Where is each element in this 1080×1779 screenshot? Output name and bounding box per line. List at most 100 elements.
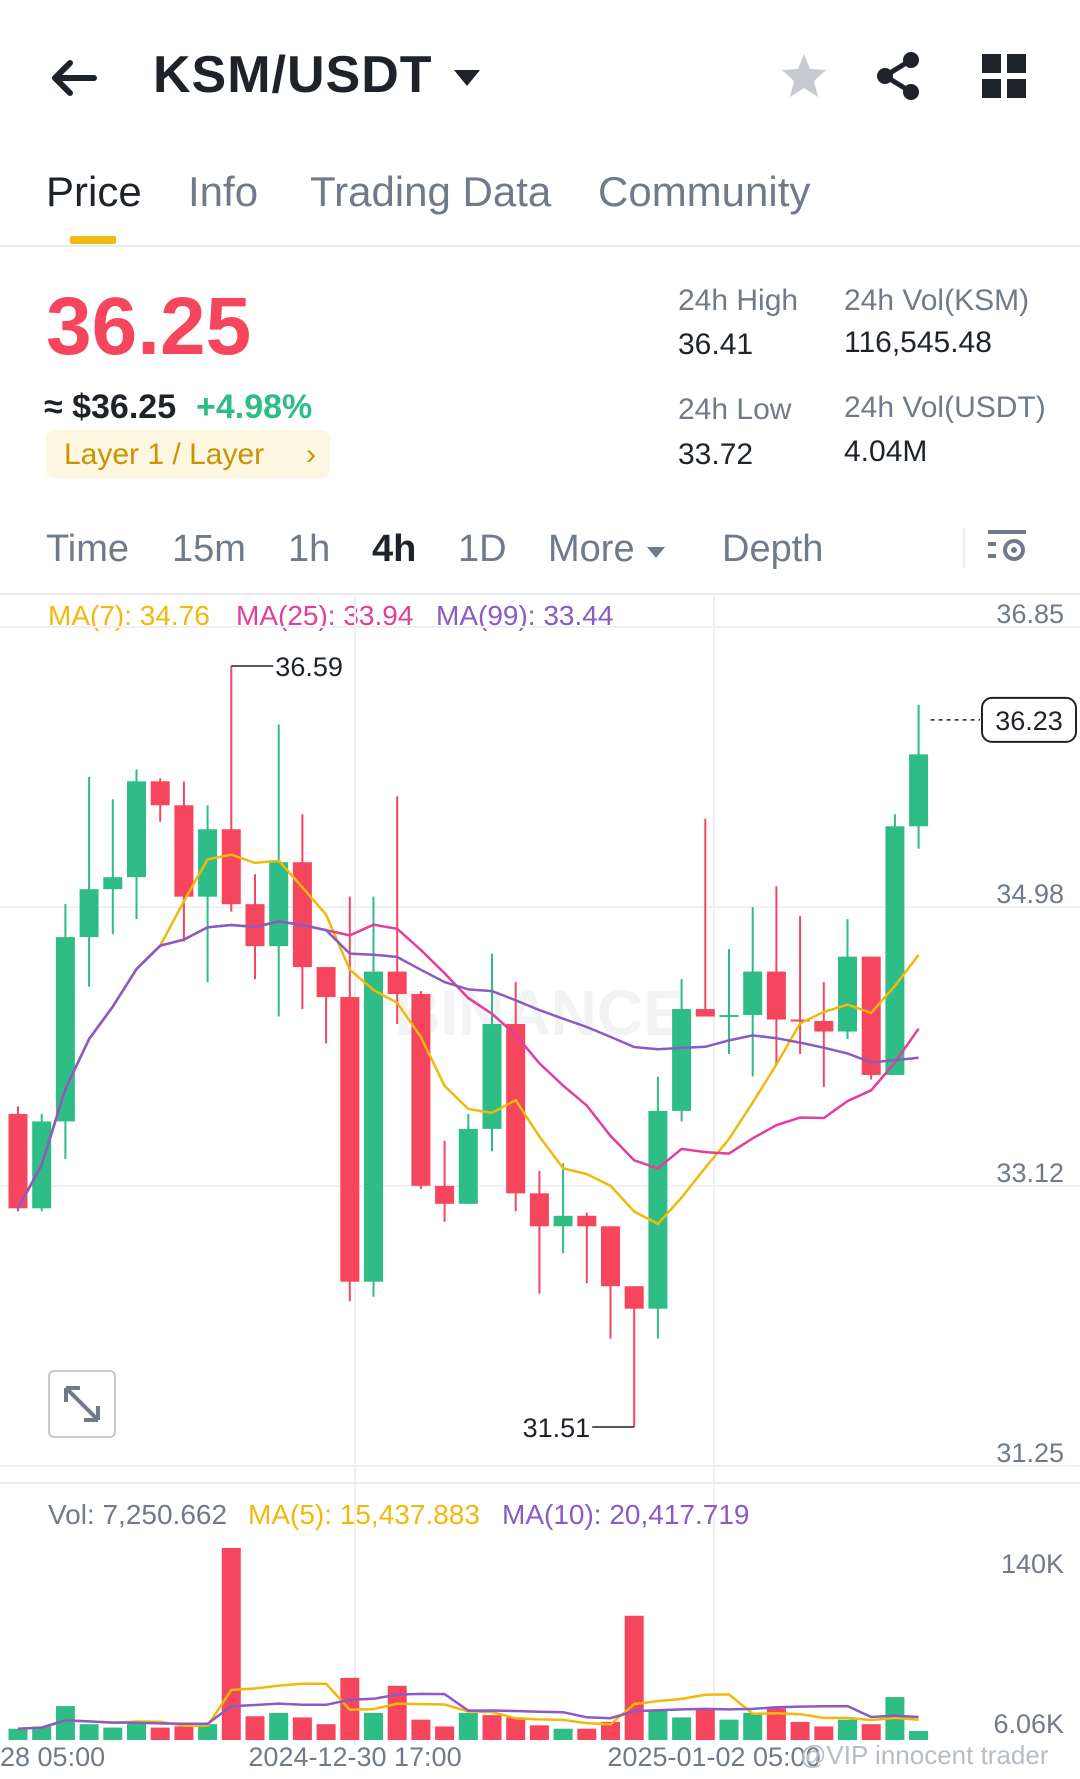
candle-up (364, 971, 383, 1282)
volume-bar-down (387, 1685, 407, 1740)
interval-4h[interactable]: 4h (372, 528, 417, 570)
volume-bar-down (174, 1726, 194, 1740)
candle-down (861, 956, 881, 1075)
volume-bar-down (411, 1719, 431, 1740)
candle-up (672, 1009, 692, 1111)
candle-down (292, 862, 312, 968)
category-tag[interactable]: Layer 1 / Layer › (46, 430, 330, 478)
grid-menu-icon[interactable] (976, 48, 1032, 104)
tab-info[interactable]: Info (188, 168, 259, 215)
candle-down (435, 1185, 455, 1204)
candle-down (316, 967, 336, 998)
category-tag-label: Layer 1 / Layer (64, 438, 265, 471)
volume-bar-up (553, 1728, 573, 1740)
volume-bar-up (127, 1723, 146, 1740)
volume-bar-down (316, 1724, 336, 1740)
interval-more[interactable]: More (548, 528, 667, 571)
volume-bar-up (648, 1710, 668, 1740)
tab-bar: Price Info Trading Data Community (0, 150, 1080, 247)
candle-up (103, 877, 123, 890)
volume-bar-down (482, 1715, 502, 1740)
price-axis-label: 31.25 (996, 1438, 1064, 1468)
candle-up (838, 956, 857, 1032)
candle-down (150, 781, 170, 806)
volume-bar-down (861, 1724, 881, 1740)
volume-ma10-legend: MA(10): 20,417.719 (502, 1499, 750, 1530)
back-arrow-icon[interactable] (44, 48, 104, 108)
volume-bar-up (269, 1712, 289, 1740)
volume-bar-down (221, 1548, 241, 1740)
candle-up (909, 754, 929, 827)
time-axis-label: 2024-12-30 17:00 (248, 1742, 461, 1772)
volume-bar-down (506, 1717, 526, 1740)
pair-title[interactable]: KSM/USDT (153, 46, 433, 104)
candle-down (411, 994, 431, 1186)
stat-vol-ksm-label: 24h Vol(KSM) (844, 284, 1030, 317)
stat-vol-usdt-value: 4.04M (844, 435, 928, 468)
candle-down (506, 1024, 526, 1194)
tab-community[interactable]: Community (598, 168, 811, 215)
active-tab-indicator (70, 236, 116, 244)
time-axis-label: 28 05:00 (0, 1742, 105, 1772)
star-icon[interactable] (776, 48, 832, 104)
candle-down (695, 1009, 715, 1017)
chart-settings-icon[interactable] (986, 524, 1030, 568)
interval-divider (963, 528, 965, 568)
volume-bar-up (458, 1712, 478, 1740)
interval-more-label: More (548, 528, 635, 570)
current-price-box (981, 696, 1077, 743)
candle-up (55, 937, 75, 1122)
volume-bar-down (245, 1716, 265, 1740)
volume-ma5-legend: MA(5): 15,437.883 (248, 1499, 480, 1530)
candle-down (8, 1113, 28, 1209)
volume-bar-up (672, 1717, 692, 1740)
expand-icon (64, 1386, 100, 1422)
candlestick-chart[interactable]: 36.85 34.98 33.12 31.25 BINANCE 36.59 31.51 36.… (0, 595, 1080, 1779)
usd-price: ≈ $36.25 (44, 388, 177, 426)
volume-bar-down (766, 1708, 786, 1740)
volume-bar-up (909, 1730, 929, 1740)
volume-bar-down (790, 1721, 810, 1740)
candle-up (648, 1110, 668, 1309)
caret-down-icon[interactable] (450, 62, 484, 92)
candle-down (624, 1286, 644, 1309)
chevron-right-icon: › (306, 438, 316, 471)
volume-bar-up (55, 1706, 75, 1740)
candle-down (790, 1019, 810, 1022)
current-price-label: 36.23 (995, 706, 1063, 736)
interval-15m[interactable]: 15m (172, 528, 246, 570)
interval-1d[interactable]: 1D (458, 528, 507, 570)
candle-up (743, 971, 763, 1016)
price-axis-label: 36.85 (996, 599, 1064, 629)
candle-up (482, 1024, 502, 1129)
share-icon[interactable] (871, 48, 927, 104)
expand-button[interactable] (48, 1370, 116, 1438)
tab-trading-data[interactable]: Trading Data (310, 168, 552, 215)
interval-time[interactable]: Time (46, 528, 130, 570)
candle-down (340, 997, 360, 1282)
volume-bar-up (838, 1719, 857, 1740)
volume-bar-down (435, 1726, 455, 1740)
tab-price[interactable]: Price (46, 168, 142, 215)
header: KSM/USDT (0, 0, 1080, 150)
stat-vol-ksm-value: 116,545.48 (844, 326, 992, 359)
chart-top-divider (0, 593, 1080, 595)
caret-down-small-icon (647, 547, 666, 558)
last-price: 36.25 (46, 281, 252, 372)
price-axis-label: 33.12 (996, 1158, 1064, 1188)
candle-up (127, 781, 146, 878)
brand-watermark: BINANCE (394, 977, 686, 1049)
volume-axis-label: 140K (1001, 1549, 1064, 1579)
stat-low-label: 24h Low (678, 393, 792, 426)
price-change: +4.98% (196, 388, 313, 426)
interval-1h[interactable]: 1h (288, 528, 331, 570)
volume-bar-up (103, 1727, 123, 1740)
candle-down (814, 1021, 834, 1032)
ma99-legend: MA(99): 33.44 (436, 600, 614, 631)
volume-bar-up (743, 1712, 763, 1740)
volume-bar-down (814, 1726, 834, 1740)
interval-depth[interactable]: Depth (722, 528, 824, 570)
candle-up (269, 862, 289, 947)
high-marker-label: 36.59 (275, 652, 343, 682)
volume-bar-down (695, 1708, 715, 1740)
